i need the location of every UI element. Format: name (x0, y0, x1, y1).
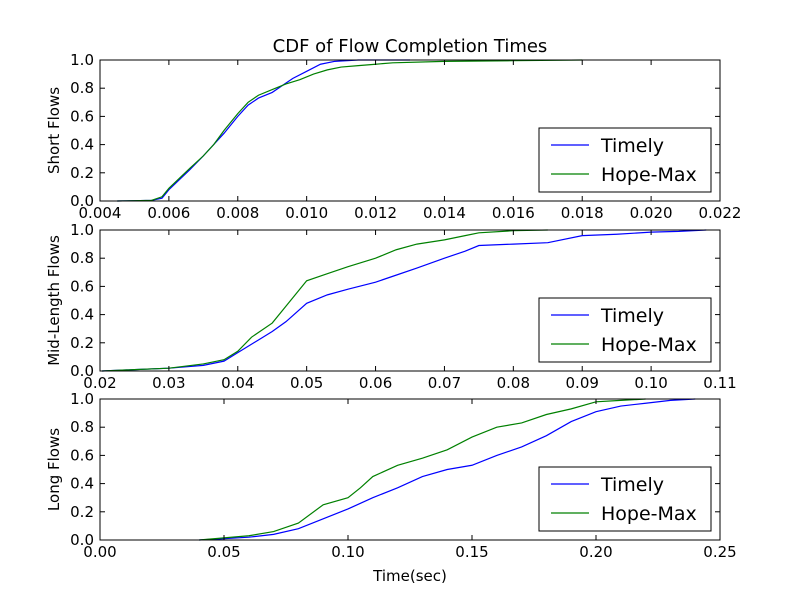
y-tick-label: 0.6 (70, 277, 94, 295)
x-tick-label: 0.022 (699, 204, 742, 222)
y-tick-label: 1.0 (70, 51, 94, 69)
x-tick-label: 0.012 (354, 204, 397, 222)
series-line-timely (102, 229, 707, 372)
legend-label-timely: Timely (600, 474, 664, 496)
legend: Timely Hope-Max (538, 466, 712, 532)
x-tick-label: 0.07 (428, 374, 461, 392)
y-tick-label: 0.2 (70, 503, 94, 521)
y-tick-label: 0.0 (70, 362, 94, 380)
y-tick-label: 0.0 (70, 531, 94, 549)
legend-label-hope-max: Hope-Max (601, 164, 697, 186)
y-tick-label: 0.4 (70, 475, 94, 493)
x-tick-label: 0.15 (455, 543, 488, 561)
axes-frame (99, 229, 721, 372)
y-tick-label: 0.0 (70, 192, 94, 210)
legend: Timely Hope-Max (538, 127, 712, 193)
panel-1: 0.004 0.006 0.008 0.010 0.012 0.014 0.016 0.018… (45, 51, 741, 222)
x-tick-label: 0.11 (703, 374, 736, 392)
axes-frame (99, 59, 721, 202)
y-tick-label: 1.0 (70, 390, 94, 408)
y-tick-label: 0.6 (70, 446, 94, 464)
x-tick-label: 0.05 (290, 374, 323, 392)
x-tick-label: 0.010 (285, 204, 328, 222)
y-tick-label: 0.2 (70, 164, 94, 182)
x-tick-label: 0.20 (579, 543, 612, 561)
y-tick-label: 1.0 (70, 221, 94, 239)
legend-label-hope-max: Hope-Max (601, 503, 697, 525)
panels: 0.004 0.006 0.008 0.010 0.012 0.014 0.016 0.018… (45, 51, 741, 561)
y-tick-label: 0.8 (70, 79, 94, 97)
legend-box (538, 466, 712, 532)
x-tick-label: 0.008 (216, 204, 259, 222)
chart-title: CDF of Flow Completion Times (273, 36, 548, 57)
y-axis-label: Mid-Length Flows (45, 235, 63, 366)
x-tick-label: 0.004 (79, 204, 122, 222)
x-tick-label: 0.00 (83, 543, 116, 561)
legend-label-hope-max: Hope-Max (601, 334, 697, 356)
panel-2: 0.02 0.03 0.04 0.05 0.06 0.07 0.08 0.09 0.10 0.11… (45, 221, 737, 392)
y-axis-label: Short Flows (45, 87, 63, 174)
x-tick-label: 0.05 (207, 543, 240, 561)
series-line-timely (117, 59, 410, 202)
y-tick-label: 0.2 (70, 334, 94, 352)
series-line-hope-max (199, 398, 646, 541)
axes-frame (99, 398, 721, 541)
legend-box (538, 127, 712, 193)
x-tick-label: 0.006 (147, 204, 190, 222)
x-tick-label: 0.018 (561, 204, 604, 222)
x-axis-label: Time(sec) (372, 567, 447, 585)
x-tick-label: 0.016 (492, 204, 535, 222)
y-tick-label: 0.8 (70, 249, 94, 267)
x-tick-label: 0.08 (497, 374, 530, 392)
y-tick-label: 0.4 (70, 306, 94, 324)
panel-3: 0.00 0.05 0.10 0.15 0.20 0.25 0.0 0.2 0.4 0.6 0.8 1… (45, 390, 737, 561)
y-axis-label: Long Flows (45, 428, 63, 511)
series-line-hope-max (117, 59, 583, 202)
y-tick-label: 0.8 (70, 418, 94, 436)
x-tick-label: 0.06 (359, 374, 392, 392)
series-line-timely (199, 398, 696, 541)
y-tick-label: 0.4 (70, 136, 94, 154)
x-tick-label: 0.09 (566, 374, 599, 392)
legend-label-timely: Timely (600, 135, 664, 157)
x-tick-label: 0.014 (423, 204, 466, 222)
x-tick-label: 0.03 (152, 374, 185, 392)
x-tick-label: 0.10 (634, 374, 667, 392)
x-tick-label: 0.25 (703, 543, 736, 561)
series-line-hope-max (102, 229, 548, 372)
x-tick-label: 0.02 (83, 374, 116, 392)
y-tick-label: 0.6 (70, 107, 94, 125)
x-tick-label: 0.10 (331, 543, 364, 561)
legend-box (538, 297, 712, 363)
legend: Timely Hope-Max (538, 297, 712, 363)
x-tick-label: 0.04 (221, 374, 254, 392)
legend-label-timely: Timely (600, 305, 664, 327)
x-tick-label: 0.020 (630, 204, 673, 222)
